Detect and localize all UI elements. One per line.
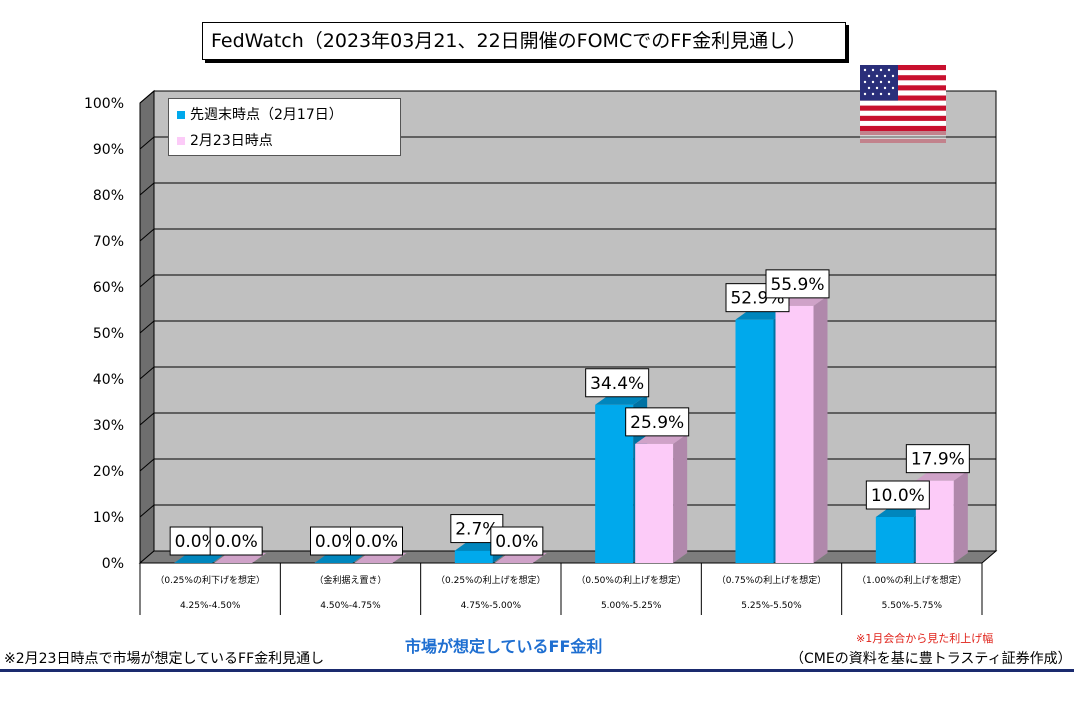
y-tick-label: 90% bbox=[93, 142, 124, 158]
gridline bbox=[139, 274, 996, 288]
x-tick-label: 4.25%-4.50% bbox=[180, 601, 241, 611]
category-note-label: （0.50%の利上げを想定） bbox=[576, 574, 686, 586]
bar-side bbox=[953, 470, 968, 563]
legend-swatch bbox=[177, 111, 185, 119]
data-label: 2.7% bbox=[455, 520, 498, 540]
footnote-rate-hike: ※1月会合から見た利上げ幅 bbox=[856, 632, 994, 645]
data-label: 0.0% bbox=[495, 532, 538, 552]
us-flag-icon bbox=[860, 65, 946, 131]
x-tick-label: 4.50%-4.75% bbox=[320, 601, 381, 611]
legend: 先週末時点（2月17日） 2月23日時点 bbox=[168, 98, 401, 156]
data-label: 0.0% bbox=[315, 532, 358, 552]
bar-chart: 0% 10% 20% 30% 40% 50% 60% 70% 80% 90% 100% （0.25%の… bbox=[84, 89, 998, 615]
bar-front bbox=[875, 517, 914, 563]
gridline bbox=[139, 320, 996, 334]
y-tick-label: 50% bbox=[93, 326, 124, 342]
category-note-label: （1.00%の利上げを想定） bbox=[857, 574, 967, 586]
data-label-box bbox=[765, 269, 830, 299]
data-label: 0.0% bbox=[175, 532, 218, 552]
bar-side bbox=[673, 433, 688, 563]
plot-floor bbox=[138, 550, 998, 564]
gridline bbox=[139, 228, 996, 242]
gridline bbox=[139, 504, 996, 518]
bar-front bbox=[454, 550, 493, 563]
legend-swatch bbox=[177, 137, 185, 145]
bar-front bbox=[775, 305, 814, 563]
category-note-label: （0.75%の利上げを想定） bbox=[717, 574, 827, 586]
chart-title: FedWatch（2023年03月21、22日開催のFOMCでのFF金利見通し） bbox=[202, 22, 846, 60]
gridline bbox=[139, 412, 996, 426]
gridline bbox=[139, 136, 996, 150]
category-note-label: （0.25%の利下げを想定） bbox=[155, 574, 265, 586]
data-label-box bbox=[209, 526, 263, 556]
x-tick-label: 5.25%-5.50% bbox=[741, 601, 802, 611]
y-tick-label: 30% bbox=[93, 418, 124, 434]
us-flag-reflection bbox=[860, 131, 946, 143]
legend-label: 2月23日時点 bbox=[190, 133, 273, 149]
y-tick-label: 40% bbox=[93, 372, 124, 388]
gridline bbox=[139, 366, 996, 380]
data-label-box bbox=[905, 444, 970, 474]
data-label: 0.0% bbox=[355, 532, 398, 552]
data-label-box bbox=[865, 480, 930, 510]
data-label-box bbox=[350, 526, 403, 556]
bar-front bbox=[635, 443, 674, 563]
y-tick-label: 100% bbox=[84, 96, 124, 112]
data-label: 34.4% bbox=[590, 374, 644, 394]
bar-side bbox=[813, 295, 828, 563]
legend-item-series-1: 先週末時点（2月17日） bbox=[177, 105, 343, 125]
data-label: 17.9% bbox=[911, 450, 965, 470]
category-note-label: （0.25%の利上げを想定） bbox=[436, 574, 546, 586]
x-tick-label: 5.50%-5.75% bbox=[882, 601, 943, 611]
x-tick-label: 5.00%-5.25% bbox=[601, 601, 662, 611]
data-label: 10.0% bbox=[871, 486, 925, 506]
source-note: （CMEの資料を基に豊トラスティ証券作成） bbox=[790, 651, 1072, 667]
data-label-box bbox=[625, 407, 690, 437]
data-label: 55.9% bbox=[770, 275, 824, 295]
y-tick-label: 60% bbox=[93, 280, 124, 296]
y-tick-label: 20% bbox=[93, 464, 124, 480]
bar-front bbox=[735, 319, 774, 563]
footnote-left: ※2月23日時点で市場が想定しているFF金利見通し bbox=[4, 651, 325, 667]
data-label: 0.0% bbox=[215, 532, 258, 552]
data-label-box bbox=[490, 526, 544, 556]
legend-item-series-2: 2月23日時点 bbox=[177, 131, 273, 151]
y-tick-label: 0% bbox=[102, 556, 124, 572]
y-tick-label: 70% bbox=[93, 234, 124, 250]
gridline bbox=[139, 182, 996, 196]
x-tick-label: 4.75%-5.00% bbox=[461, 601, 522, 611]
bottom-rule bbox=[0, 669, 1074, 672]
legend-label: 先週末時点（2月17日） bbox=[190, 107, 343, 123]
data-label-box bbox=[585, 368, 650, 398]
gridline bbox=[139, 90, 996, 104]
category-note-label: （金利据え置き） bbox=[314, 574, 386, 586]
x-axis-caption: 市場が想定しているFF金利 bbox=[405, 637, 603, 656]
y-tick-label: 80% bbox=[93, 188, 124, 204]
data-label: 25.9% bbox=[630, 413, 684, 433]
y-tick-label: 10% bbox=[93, 510, 124, 526]
gridline bbox=[139, 458, 996, 472]
